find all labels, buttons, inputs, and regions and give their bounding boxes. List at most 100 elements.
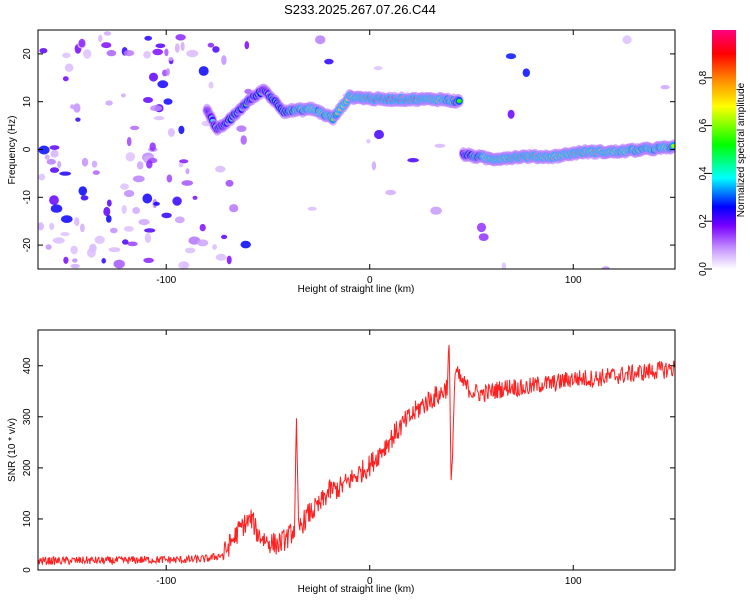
spectrogram-noise-cell [153,116,165,121]
spectrogram-noise-cell [45,244,52,250]
spectrogram-noise-cell [324,58,334,65]
spectrogram-noise-cell [81,157,89,167]
spectrogram-ytick-label: 0 [22,146,33,152]
spectrogram-noise-cell [172,196,182,206]
spectrogram-noise-cell [505,53,517,60]
spectrogram-noise-cell [167,128,175,137]
spectrogram-noise-cell [163,98,173,105]
spectrogram-y-label: Frequency (Hz) [7,116,18,185]
spectrogram-noise-cell [476,222,487,233]
snr-ytick-label: 300 [22,408,33,425]
spectrogram-noise-cell [62,76,69,82]
spectrogram-noise-cell [126,136,132,147]
spectrogram-noise-cell [181,180,194,186]
spectrogram-noise-cell [478,233,489,242]
spectrogram-noise-cell [74,217,80,227]
spectrogram-noise-cell [144,35,153,41]
spectrogram-ridge-core [671,144,675,148]
spectrogram-noise-cell [98,34,103,43]
spectrogram-noise-cell [157,80,169,89]
spectrogram-noise-cell [168,57,174,61]
spectrogram-x-label: Height of straight line (km) [298,284,415,295]
spectrogram-noise-cell [70,263,80,269]
spectrogram-noise-cell [150,105,163,112]
spectrogram-noise-cell [374,129,384,140]
spectrogram-noise-cell [80,195,89,201]
spectrogram-noise-cell [110,227,118,234]
spectrogram-noise-cell [174,216,185,224]
spectrogram-noise-cell [180,41,185,51]
spectrogram-noise-cell [501,262,507,269]
spectrogram-noise-cell [80,223,85,233]
spectrogram-noise-cell [132,207,141,214]
spectrogram-noise-cell [155,43,166,49]
snr-ytick-label: 0 [22,567,33,573]
snr-ytick-label: 200 [22,459,33,476]
spectrogram-noise-cell [407,158,419,163]
colorbar-tick-label: 0.0 [698,262,709,276]
spectrogram-noise-cell [165,68,170,76]
spectrogram-ytick-label: -20 [22,237,33,252]
spectrogram-noise-cell [522,68,530,77]
spectrogram-noise-cell [307,206,317,211]
snr-y-ticks: 0 100 200 300 400 [22,357,675,573]
spectrogram-ytick-label: 20 [22,48,33,60]
spectrogram-noise-cell [38,145,50,155]
colorbar: 0.0 0.2 0.4 0.6 0.8 Normalized spectral ampl… [698,30,747,276]
spectrogram-noise-cell [60,232,70,237]
snr-y-label: SNR (10 * v/v) [7,418,18,482]
spectrogram-noise-cell [212,46,220,53]
spectrogram-noise-cell [39,48,48,54]
spectrogram-noise-cell [434,143,446,148]
spectrogram-noise-cell [44,154,50,160]
spectrogram-noise-cell [152,48,163,56]
spectrogram-noise-cell [315,35,326,45]
spectrogram-noise-cell [70,245,78,255]
spectrogram-noise-cell [38,173,46,181]
spectrogram-noise-cell [161,212,172,219]
spectrogram-noise-cell [50,149,59,158]
spectrogram-xtick-label: 0 [367,275,373,286]
spectrogram-noise-cell [192,195,198,200]
spectrogram-noise-cell [70,104,75,110]
spectrogram-noise-cell [101,42,112,49]
spectrogram-noise-cell [240,135,247,145]
spectrogram-noise-cell [385,189,396,196]
spectrogram-noise-cell [113,259,125,269]
snr-xtick-label: 100 [565,576,582,587]
colorbar-ticks: 0.0 0.2 0.4 0.6 0.8 [698,70,712,276]
spectrogram-noise-cell [149,142,156,151]
colorbar-gradient [712,30,736,269]
snr-x-ticks: -100 0 100 [156,330,582,587]
spectrogram-noise-cell [121,205,127,214]
spectrogram-noise-cell [149,72,158,82]
colorbar-tick-label: 0.4 [698,166,709,180]
spectrogram-noise-cell [132,175,145,183]
spectrogram-noise-cell [136,161,144,170]
spectrogram-noise-cell [179,159,189,164]
spectrogram-noise-cell [212,244,218,250]
spectrogram-noise-cell [240,240,251,249]
spectrogram-noise-cell [78,38,86,48]
spectrogram-xtick-label: 100 [565,275,582,286]
spectrogram-noise-cell [62,52,71,59]
spectrogram-ridge-layer [202,83,675,167]
spectrogram-noise-cell [229,204,239,213]
spectrogram-noise-cell [138,219,150,226]
spectrogram-noise-cell [178,125,185,135]
spectrogram-noise-cell [123,226,134,232]
snr-ytick-label: 100 [22,510,33,527]
spectrogram-noise-cell [144,233,151,243]
spectrogram-noise-cell [38,222,44,231]
spectrogram-ytick-label: 10 [22,96,33,108]
spectrogram-noise-cell [143,257,154,263]
spectrogram-x-ticks: -100 0 100 [156,30,582,286]
spectrogram-noise-cell [57,160,62,169]
spectrogram-noise-cell [185,247,196,254]
spectrogram-noise-cell [49,167,60,173]
spectrogram-noise-cell [373,66,383,71]
spectrogram-noise-cell [207,42,215,48]
spectrogram-noise-cell [221,234,228,240]
